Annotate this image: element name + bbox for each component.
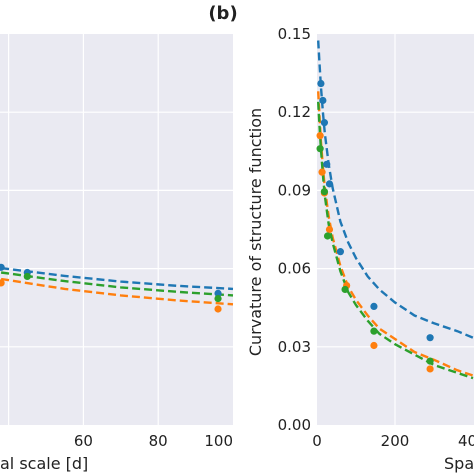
right-y-tick-label: 0.15 [278, 25, 311, 43]
right-point-blue [319, 96, 327, 105]
left-point-orange [0, 279, 5, 287]
right-point-orange [370, 341, 378, 350]
right-fit-line-green [317, 101, 474, 380]
right-point-green [323, 232, 332, 240]
left-x-axis-label: al scale [d] [0, 454, 88, 473]
left-gridlines [0, 34, 233, 425]
right-x-tick-label: 200 [381, 432, 410, 450]
left-x-tick-label: 60 [74, 432, 93, 450]
right-gridlines [317, 34, 474, 425]
panel-title: (b) [208, 3, 237, 24]
right-point-blue [317, 79, 325, 88]
right-data-points [316, 79, 434, 373]
right-point-blue [323, 160, 331, 168]
right-point-green [370, 327, 378, 335]
left-fit-line-orange [0, 277, 234, 306]
right-point-orange [426, 365, 434, 373]
right-point-green [316, 145, 324, 153]
right-point-orange [316, 132, 324, 140]
right-x-ticks: 0 200 40 [312, 432, 474, 450]
right-y-tick-label: 0.06 [278, 260, 311, 278]
left-fit-curves [0, 266, 234, 306]
right-point-blue [426, 334, 434, 342]
right-y-tick-label: 0.12 [278, 103, 311, 121]
right-x-tick-label: 40 [458, 432, 474, 450]
right-y-tick-label: 0.00 [278, 416, 311, 434]
right-y-tick-label: 0.03 [278, 338, 311, 356]
right-y-axis-label: Curvature of structure function [246, 108, 265, 356]
right-point-orange [318, 168, 326, 176]
left-x-ticks: 60 80 100 [74, 432, 233, 450]
right-point-green [426, 357, 434, 365]
right-panel: 0 200 40 0.000.030.060.090.120.15 (b) Spa … [208, 3, 474, 473]
right-point-blue [320, 119, 329, 127]
right-point-blue [336, 248, 344, 256]
left-point-blue [214, 289, 222, 297]
right-point-green [341, 285, 349, 294]
left-x-tick-label: 80 [149, 432, 168, 450]
right-x-tick-label: 0 [312, 432, 322, 450]
right-point-blue [325, 180, 334, 188]
left-point-blue [0, 263, 5, 271]
left-panel: 60 80 100 al scale [d] [0, 34, 234, 473]
right-point-green [320, 188, 329, 196]
left-point-green [214, 294, 222, 303]
right-x-axis-label: Spa [444, 454, 474, 473]
right-point-blue [370, 302, 378, 310]
left-fit-line-blue [0, 266, 234, 291]
left-point-orange [214, 305, 222, 313]
left-x-tick-label: 100 [204, 432, 233, 450]
right-point-orange [325, 225, 334, 234]
right-y-ticks: 0.00 0.03 0.06 0.09 0.12 0.15 [278, 25, 311, 434]
left-fit-line-green [0, 271, 234, 297]
left-data-points [0, 263, 222, 313]
right-y-tick-label: 0.09 [278, 181, 311, 199]
left-point-green [23, 272, 31, 281]
left-plot-area [0, 34, 233, 425]
